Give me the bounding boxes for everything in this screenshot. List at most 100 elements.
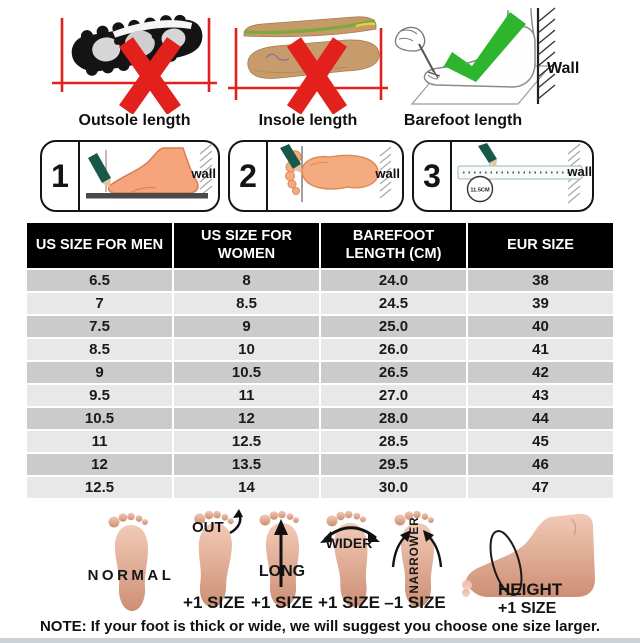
size-cell: 7: [27, 293, 172, 315]
size-cell: 11: [174, 385, 319, 407]
check-icon: [444, 12, 526, 82]
foot-types-section: NORMAL OUT +1 SIZE: [0, 505, 640, 619]
size-cell: 9.5: [27, 385, 172, 407]
size-cell: 25.0: [321, 316, 466, 338]
size-cell: 14: [174, 477, 319, 499]
size-adjustment-note: –1 SIZE: [384, 593, 446, 612]
size-cell: 10.5: [174, 362, 319, 384]
size-cell: 12.5: [27, 477, 172, 499]
table-header-row: US SIZE FOR MEN US SIZE FOR WOMEN BAREFO…: [27, 223, 613, 269]
ruler-icon: [457, 165, 583, 180]
table-row: 12 13.5 29.5 46: [27, 454, 613, 476]
size-cell: 45: [468, 431, 613, 453]
foot-type-label: OUT: [192, 519, 224, 536]
table-row: 6.5 8 24.0 38: [27, 270, 613, 292]
hand-pencil-icon: [394, 26, 441, 79]
size-adjustment-note: +1 SIZE: [183, 593, 245, 612]
step-2-number: 2: [230, 142, 268, 210]
size-cell: 9: [174, 316, 319, 338]
size-cell: 38: [468, 270, 613, 292]
foot-type-height: HEIGHT +1 SIZE: [450, 505, 610, 619]
foot-type-long: LONG +1 SIZE: [250, 505, 314, 619]
side-foot-height-icon: [462, 513, 595, 597]
size-cell: 27.0: [321, 385, 466, 407]
size-cell: 24.0: [321, 270, 466, 292]
size-cell: 10: [174, 339, 319, 361]
header-eur-size: EUR SIZE: [468, 223, 613, 269]
foot-sole-icon: [194, 509, 243, 607]
size-table-section: US SIZE FOR MEN US SIZE FOR WOMEN BAREFO…: [25, 221, 615, 500]
foot-type-wider: WIDER +1 SIZE: [316, 505, 382, 619]
size-cell: 44: [468, 408, 613, 430]
pencil-icon: [88, 153, 111, 188]
step-3-number: 3: [414, 142, 452, 210]
barefoot-illustration: [394, 7, 556, 105]
size-adjustment-note: +1 SIZE: [318, 593, 380, 612]
step-2-illustration: [280, 144, 392, 202]
pencil-icon: [478, 143, 497, 167]
size-adjustment-note: +1 SIZE: [251, 593, 313, 612]
wall-label: wall: [191, 166, 216, 181]
foot-type-label: WIDER: [325, 535, 373, 551]
table-row: 12.5 14 30.0 47: [27, 477, 613, 499]
up-arrow-icon: [274, 519, 288, 587]
foot-type-label: HEIGHT +1 SIZE: [498, 580, 563, 617]
wall-label: wall: [567, 164, 592, 179]
size-cell: 9: [27, 362, 172, 384]
foot-sole-icon: [320, 510, 380, 607]
size-cell: 40: [468, 316, 613, 338]
foot-type-label: LONG: [258, 563, 306, 580]
pencil-icon: [280, 144, 301, 173]
size-cell: 46: [468, 454, 613, 476]
wrong-x-icon: [286, 37, 348, 115]
foot-type-out: OUT +1 SIZE: [178, 505, 250, 619]
size-cell: 6.5: [27, 270, 172, 292]
step-1-number: 1: [42, 142, 80, 210]
table-row: 10.5 12 28.0 44: [27, 408, 613, 430]
footprint-icon: [285, 150, 379, 195]
table-row: 9 10.5 26.5 42: [27, 362, 613, 384]
size-cell: 28.5: [321, 431, 466, 453]
size-cell: 29.5: [321, 454, 466, 476]
outsole-method-panel: Outsole length: [52, 4, 217, 132]
table-row: 7.5 9 25.0 40: [27, 316, 613, 338]
measure-circle-icon: [466, 175, 494, 203]
outsole-illustration: [52, 14, 217, 115]
size-cell: 26.0: [321, 339, 466, 361]
foot-sole-icon: [259, 510, 299, 607]
size-cell: 11: [27, 431, 172, 453]
size-cell: 42: [468, 362, 613, 384]
foot-type-narrower: NARROWER –1 SIZE: [384, 505, 446, 619]
table-row: 11 12.5 28.5 45: [27, 431, 613, 453]
size-cell: 7.5: [27, 316, 172, 338]
step-1-box: 1 wall: [40, 140, 220, 212]
size-cell: 41: [468, 339, 613, 361]
curved-arrow-icon: [229, 509, 243, 535]
bottom-divider: [0, 638, 640, 643]
foot-sole-icon: [108, 512, 148, 611]
insole-illustration: [228, 16, 388, 115]
insole-length-label: Insole length: [258, 112, 358, 129]
wall-label: Wall: [547, 60, 580, 77]
girth-loop-icon: [489, 530, 523, 596]
foot-type-label: NORMAL: [87, 567, 175, 584]
size-cell: 43: [468, 385, 613, 407]
header-us-men: US SIZE FOR MEN: [27, 223, 172, 269]
foot-type-normal: NORMAL: [86, 505, 176, 619]
barefoot-method-panel: Wall Barefoot length: [390, 4, 580, 132]
size-cell: 8: [174, 270, 319, 292]
size-cell: 30.0: [321, 477, 466, 499]
height-label: HEIGHT: [498, 580, 563, 599]
wall-label: wall: [375, 166, 400, 181]
size-cell: 12: [27, 454, 172, 476]
narrow-arrows-icon: [391, 530, 443, 568]
step-3-box: 3 11.5CM wall: [412, 140, 594, 212]
size-cell: 47: [468, 477, 613, 499]
insole-method-panel: Insole length: [228, 4, 388, 132]
size-cell: 12: [174, 408, 319, 430]
table-row: 7 8.5 24.5 39: [27, 293, 613, 315]
note-text: NOTE: If your foot is thick or wide, we …: [39, 618, 601, 635]
table-row: 8.5 10 26.0 41: [27, 339, 613, 361]
size-cell: 26.5: [321, 362, 466, 384]
